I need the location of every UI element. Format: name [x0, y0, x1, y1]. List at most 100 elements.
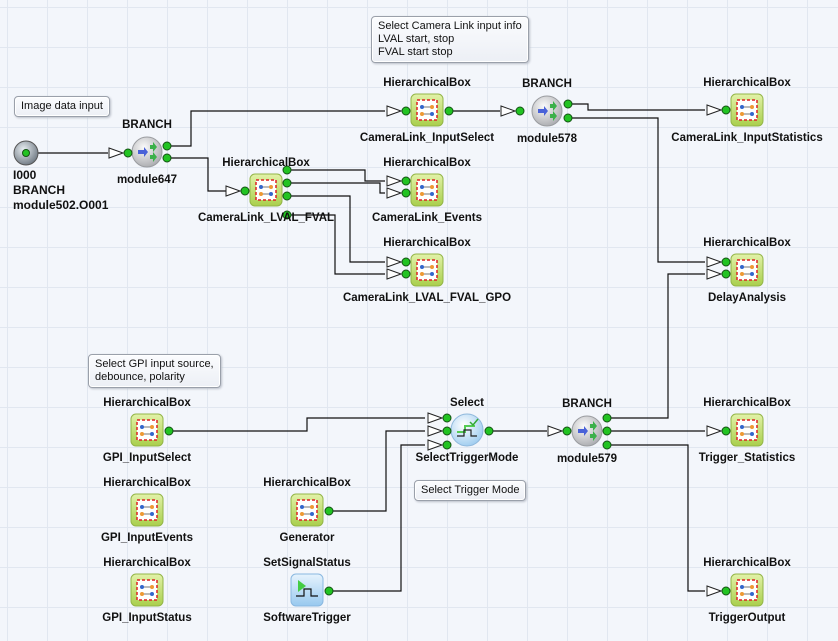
node-events[interactable]: [410, 173, 444, 207]
output-port[interactable]: [563, 113, 573, 123]
wire[interactable]: [329, 444, 425, 592]
node-module579[interactable]: [571, 415, 603, 447]
hierarchical-box-icon: [730, 413, 764, 447]
node-module578[interactable]: [531, 95, 563, 127]
input-arrow-icon: [386, 268, 403, 280]
node-seltrig[interactable]: [450, 413, 484, 447]
output-port[interactable]: [282, 165, 292, 175]
input-port[interactable]: [401, 106, 411, 116]
node-generator[interactable]: [290, 493, 324, 527]
input-port[interactable]: [721, 586, 731, 596]
input-port[interactable]: [401, 257, 411, 267]
hierarchical-box-icon: [130, 573, 164, 607]
wire[interactable]: [167, 157, 227, 192]
input-port[interactable]: [401, 188, 411, 198]
output-port[interactable]: [162, 153, 172, 163]
node-name-label[interactable]: module578: [516, 133, 578, 145]
node-name-label[interactable]: Generator: [279, 532, 335, 544]
comment-line: Image data input: [21, 100, 103, 112]
node-name-label[interactable]: SelectTriggerMode: [415, 452, 519, 464]
node-name-label[interactable]: DelayAnalysis: [708, 292, 786, 304]
node-name-label[interactable]: Trigger_Statistics: [698, 452, 796, 464]
node-module647[interactable]: [131, 136, 163, 168]
node-inputselect[interactable]: [410, 93, 444, 127]
node-name-label[interactable]: module579: [556, 453, 618, 465]
output-port[interactable]: [602, 440, 612, 450]
output-port[interactable]: [563, 99, 573, 109]
input-port[interactable]: [240, 186, 250, 196]
output-port[interactable]: [324, 506, 334, 516]
output-port[interactable]: [282, 191, 292, 201]
node-name-label[interactable]: CameraLink_Events: [372, 212, 482, 224]
node-type-label: HierarchicalBox: [383, 157, 471, 169]
input-port[interactable]: [401, 176, 411, 186]
hierarchical-box-icon: [730, 573, 764, 607]
comment-box[interactable]: Select Trigger Mode: [414, 480, 527, 501]
wire[interactable]: [287, 214, 385, 275]
wire[interactable]: [287, 182, 385, 194]
comment-box[interactable]: Select Camera Link input info LVAL start,…: [371, 16, 529, 63]
node-name-label[interactable]: GPI_InputSelect: [102, 452, 192, 464]
comment-line: Select GPI input source,: [95, 358, 214, 370]
wire[interactable]: [287, 195, 385, 263]
output-port[interactable]: [602, 413, 612, 423]
hierarchical-box-icon: [410, 253, 444, 287]
hierarchical-box-icon: [130, 413, 164, 447]
node-type-label: BRANCH: [562, 398, 612, 410]
wire[interactable]: [287, 169, 385, 182]
wire[interactable]: [167, 110, 385, 147]
node-gpo[interactable]: [410, 253, 444, 287]
output-port[interactable]: [164, 426, 174, 436]
node-instats[interactable]: [730, 93, 764, 127]
node-name-label[interactable]: TriggerOutput: [708, 612, 786, 624]
input-port[interactable]: [562, 426, 572, 436]
node-gpiev[interactable]: [130, 493, 164, 527]
input-port[interactable]: [515, 106, 525, 116]
node-trigout[interactable]: [730, 573, 764, 607]
node-name-label[interactable]: GPI_InputStatus: [102, 612, 192, 624]
output-port[interactable]: [324, 586, 334, 596]
wire[interactable]: [568, 103, 705, 111]
node-name-label[interactable]: CameraLink_InputSelect: [359, 132, 495, 144]
node-lvalfval[interactable]: [249, 173, 283, 207]
source-label-line: I000: [13, 168, 37, 182]
input-port[interactable]: [442, 440, 452, 450]
node-name-label[interactable]: CameraLink_InputStatistics: [671, 132, 823, 144]
wire[interactable]: [607, 444, 705, 592]
input-port[interactable]: [401, 269, 411, 279]
node-name-label[interactable]: SoftwareTrigger: [263, 612, 351, 624]
input-port[interactable]: [721, 105, 731, 115]
node-delay[interactable]: [730, 253, 764, 287]
wire[interactable]: [169, 417, 425, 432]
node-name-label[interactable]: module647: [116, 174, 178, 186]
wire[interactable]: [607, 273, 705, 419]
output-port[interactable]: [282, 210, 292, 220]
input-port[interactable]: [442, 413, 452, 423]
output-port[interactable]: [282, 178, 292, 188]
output-port[interactable]: [484, 426, 494, 436]
node-gpisel[interactable]: [130, 413, 164, 447]
output-port[interactable]: [162, 141, 172, 151]
node-name-label[interactable]: CameraLink_LVAL_FVAL_GPO: [342, 292, 512, 304]
input-port[interactable]: [123, 148, 133, 158]
output-port[interactable]: [602, 426, 612, 436]
wire[interactable]: [568, 117, 705, 263]
input-port[interactable]: [721, 269, 731, 279]
input-arrow-icon: [500, 105, 517, 117]
comment-box[interactable]: Select GPI input source, debounce, polari…: [88, 354, 221, 388]
wire[interactable]: [329, 430, 425, 512]
node-name-label[interactable]: CameraLink_LVAL_FVAL: [197, 212, 335, 224]
node-gpist[interactable]: [130, 573, 164, 607]
output-port[interactable]: [444, 106, 454, 116]
input-port[interactable]: [721, 426, 731, 436]
node-swtrig[interactable]: [290, 573, 324, 607]
node-type-label: HierarchicalBox: [222, 157, 310, 169]
node-trigstats[interactable]: [730, 413, 764, 447]
hierarchical-box-icon: [249, 173, 283, 207]
node-name-label[interactable]: GPI_InputEvents: [100, 532, 194, 544]
comment-box[interactable]: Image data input: [14, 96, 110, 117]
input-port[interactable]: [721, 257, 731, 267]
source-port-icon[interactable]: [13, 140, 39, 166]
input-port[interactable]: [442, 426, 452, 436]
